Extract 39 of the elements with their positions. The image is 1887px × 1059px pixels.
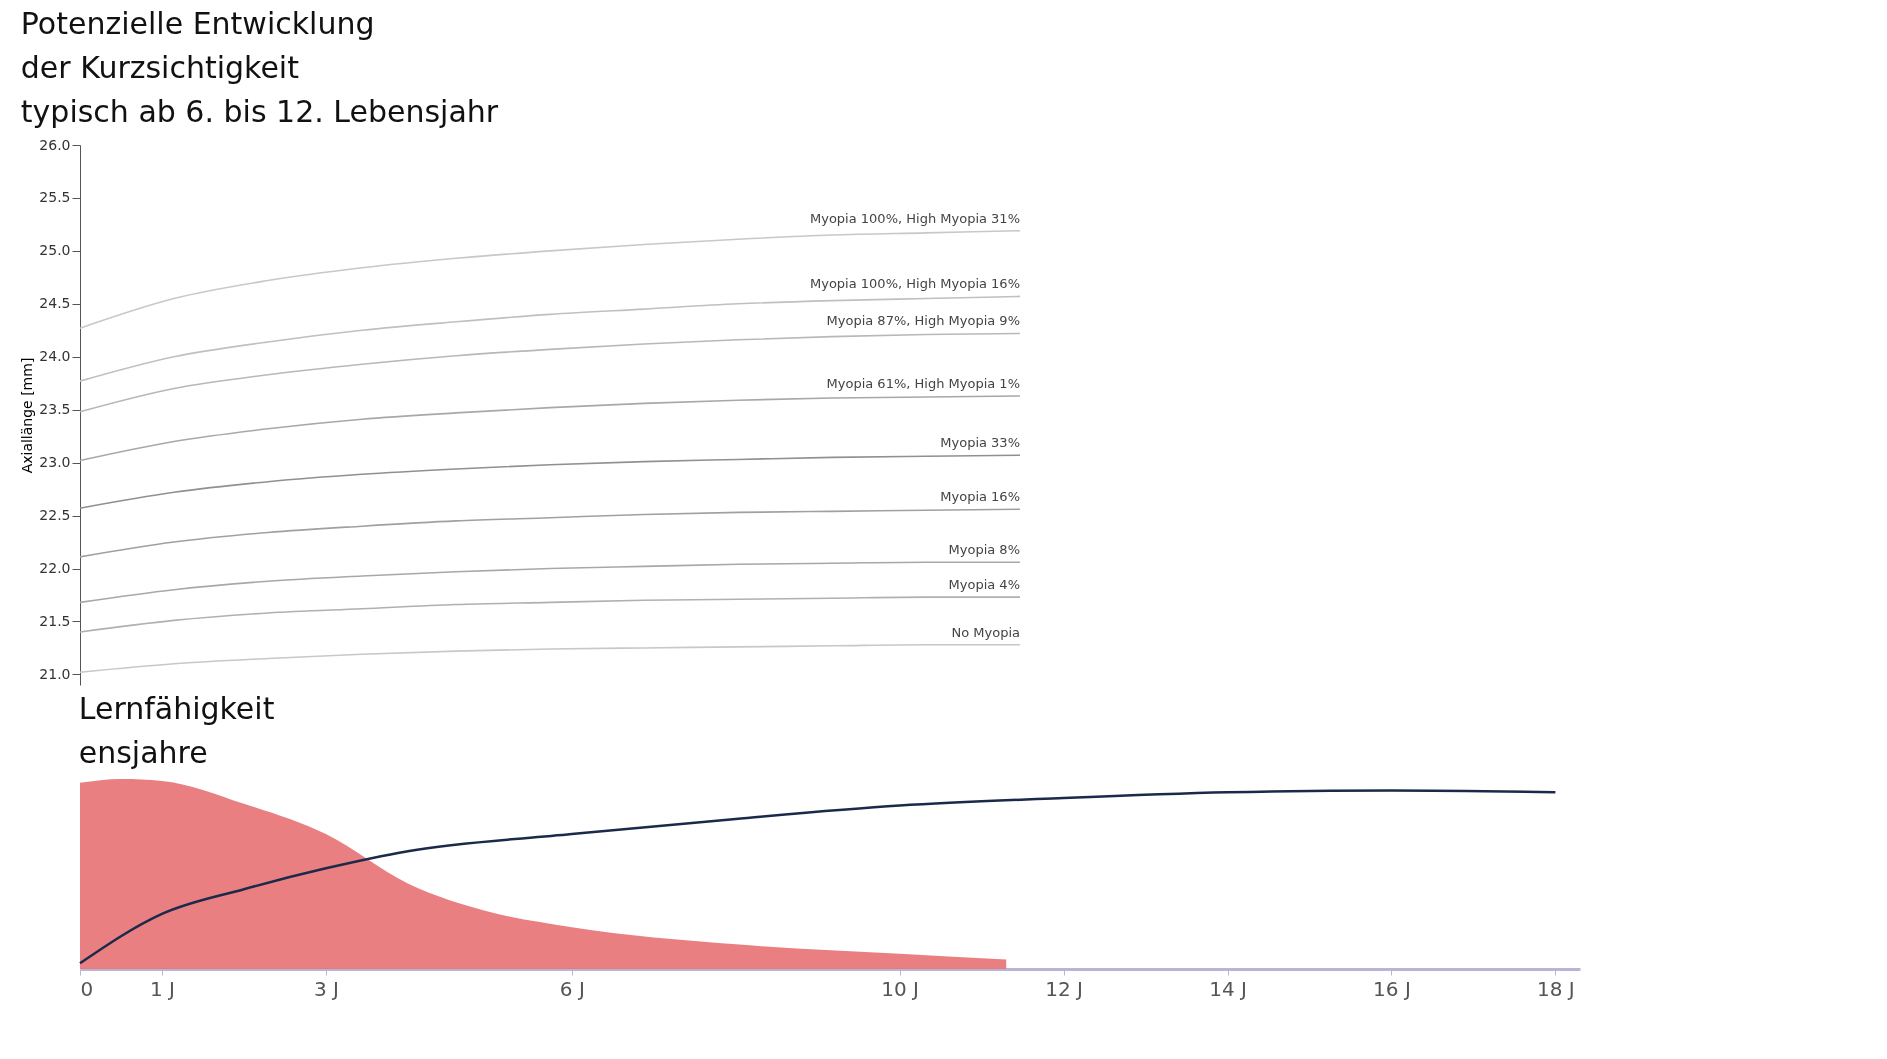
series-label: Myopia 87%, High Myopia 9% [826,313,1020,329]
series-label: Myopia 100%, High Myopia 31% [810,210,1020,226]
y-tick-label: 26.0 [39,136,71,153]
y-tick-label: 21.0 [39,665,71,682]
x-tick-label: 14 J [1209,976,1247,1001]
series-label: Myopia 8% [948,542,1020,558]
line-series [79,229,1021,329]
series-label: Myopia 61%, High Myopia 1% [826,375,1020,391]
line-series [79,395,1021,462]
y-axis-title: Axiallänge [mm] [19,357,36,474]
line-series [79,561,1021,604]
line-series [79,643,1021,674]
x-tick-label: 12 J [1045,976,1083,1001]
y-tick-label: 23.5 [39,401,71,418]
series-label: Myopia 100%, High Myopia 16% [810,276,1020,292]
series-label: No Myopia [951,624,1020,640]
line-series [79,454,1021,509]
line-series [79,332,1021,413]
line-series [79,508,1021,558]
text: Lernfähigkeit ensjahre [78,691,275,770]
x-tick-label: 16 J [1373,976,1411,1001]
y-tick-label: 24.0 [39,348,71,365]
x-tick-label: 1 J [149,976,175,1001]
y-tick-label: 25.0 [39,242,71,259]
series-label: Myopia 33% [940,435,1020,451]
series-label: Myopia 16% [940,489,1020,505]
x-tick-label: 6 J [559,976,585,1001]
text: Potenzielle Entwicklung der Kurzsichtigkeit typisch ab 6. bis 12. Lebensjahr [20,6,499,129]
series-label: Myopia 4% [948,577,1020,593]
x-tick-label: 3 J [313,976,339,1001]
y-tick-label: 22.5 [39,507,71,524]
y-tick-label: 24.5 [39,295,71,312]
x-tick-label: 10 J [881,976,920,1001]
y-tick-label: 22.0 [39,560,71,577]
y-tick-label: 23.0 [39,454,71,471]
y-tick-label: 25.5 [39,189,71,206]
y-tick-label: 21.5 [39,612,71,629]
x-tick-label: 18 J [1537,976,1575,1001]
x-tick-label: 0 [80,976,94,1001]
